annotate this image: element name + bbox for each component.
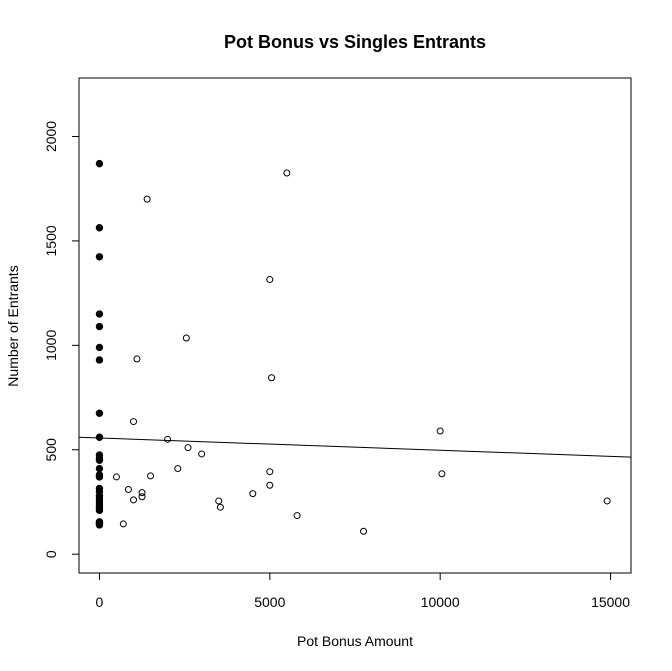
plot-frame [78, 77, 632, 574]
data-point-open [283, 169, 291, 177]
y-axis-label: Number of Entrants [5, 265, 21, 386]
data-point-open [216, 503, 224, 511]
x-tick-label: 10000 [421, 594, 460, 610]
data-point-open [133, 355, 141, 363]
data-point-open [143, 195, 151, 203]
x-axis-label: Pot Bonus Amount [297, 633, 413, 649]
data-point-filled [95, 310, 104, 318]
y-tick-label: 1000 [43, 330, 59, 361]
data-point-open [198, 450, 206, 458]
data-point-open [436, 427, 444, 435]
data-point-open [182, 334, 190, 342]
chart-title: Pot Bonus vs Singles Entrants [224, 32, 486, 52]
data-point-open [138, 489, 146, 497]
data-point-open [603, 497, 611, 505]
regression-line [78, 436, 632, 458]
data-point-filled [95, 464, 104, 473]
y-tick-label: 1500 [43, 225, 59, 256]
data-point-open [215, 497, 223, 505]
data-point-open [293, 512, 301, 520]
axes: 0 5000 10000 15000 0 500 1000 1500 2000 [43, 121, 630, 610]
data-point-open [174, 465, 182, 473]
data-point-open [268, 374, 276, 382]
x-tick-label: 5000 [254, 594, 285, 610]
y-tick-label: 500 [43, 438, 59, 462]
data-point-open [164, 435, 172, 443]
data-point-filled [95, 224, 104, 232]
data-point-filled [95, 433, 104, 441]
data-point-filled [95, 322, 104, 331]
data-point-filled [95, 159, 104, 168]
data-point-open [130, 418, 138, 426]
data-point-open [138, 493, 146, 501]
plot-area [78, 159, 632, 535]
data-point-open [266, 481, 274, 489]
data-point-open [124, 485, 132, 493]
x-tick-label: 0 [96, 594, 104, 610]
data-point-open [249, 490, 257, 498]
data-point-filled [95, 356, 104, 364]
data-point-open [130, 496, 138, 504]
y-tick-label: 2000 [43, 121, 59, 152]
data-point-open [360, 527, 368, 535]
data-point-open [266, 468, 274, 476]
data-point-open [266, 276, 274, 284]
data-point-open [112, 473, 120, 481]
data-point-filled [95, 343, 104, 352]
data-point-open [184, 444, 192, 452]
data-point-open [147, 472, 155, 480]
data-point-open [438, 470, 446, 478]
y-tick-label: 0 [43, 550, 59, 558]
data-point-open [119, 520, 127, 528]
data-point-filled [95, 521, 104, 529]
data-point-filled [95, 456, 104, 464]
data-point-filled [95, 409, 104, 417]
data-point-filled [95, 473, 104, 481]
x-tick-label: 15000 [591, 594, 630, 610]
data-point-filled [95, 253, 104, 261]
data-point-filled [95, 506, 104, 515]
